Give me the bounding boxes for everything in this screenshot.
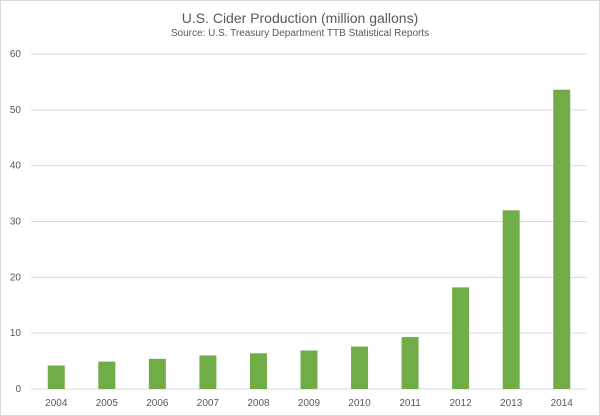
bar-2005 — [98, 361, 116, 389]
bar-2013 — [502, 210, 520, 389]
bar-2012 — [452, 287, 470, 389]
x-tick-label: 2005 — [96, 398, 119, 409]
y-tick-label: 40 — [10, 161, 22, 172]
x-tick-label: 2008 — [247, 398, 270, 409]
y-tick-label: 10 — [10, 328, 22, 339]
bar-2007 — [199, 355, 217, 389]
x-tick-label: 2014 — [551, 398, 574, 409]
x-tick-label: 2006 — [146, 398, 169, 409]
chart-title: U.S. Cider Production (million gallons) — [181, 10, 419, 26]
x-tick-label: 2013 — [500, 398, 523, 409]
bar-2006 — [148, 358, 166, 389]
x-tick-label: 2007 — [197, 398, 220, 409]
bar-2004 — [47, 365, 65, 389]
bar-2014 — [553, 89, 571, 389]
x-tick-label: 2012 — [450, 398, 473, 409]
y-tick-label: 50 — [10, 105, 22, 116]
x-tick-label: 2011 — [399, 398, 421, 409]
y-tick-label: 30 — [10, 217, 22, 228]
y-tick-label: 60 — [10, 49, 22, 60]
y-tick-label: 20 — [10, 272, 22, 283]
x-tick-label: 2010 — [348, 398, 371, 409]
chart-subtitle: Source: U.S. Treasury Department TTB Sta… — [170, 28, 430, 39]
bar-2009 — [300, 350, 318, 389]
bar-2008 — [249, 353, 267, 389]
bar-2011 — [401, 337, 419, 389]
bar-2010 — [351, 346, 369, 389]
x-tick-label: 2009 — [298, 398, 321, 409]
x-tick-label: 2004 — [45, 398, 68, 409]
y-tick-label: 0 — [15, 384, 21, 395]
